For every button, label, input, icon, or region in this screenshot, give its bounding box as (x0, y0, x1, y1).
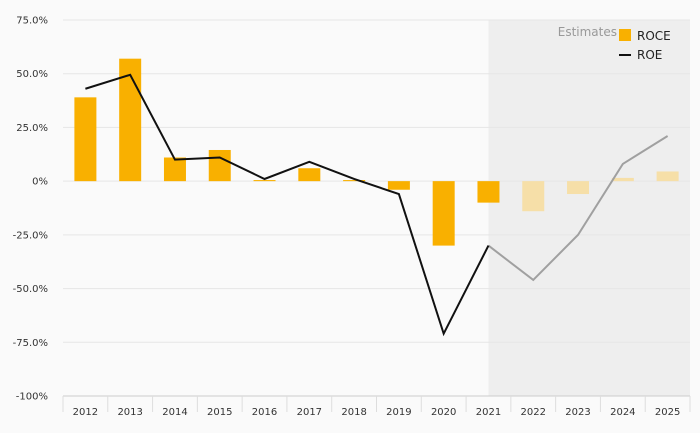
x-tick-label-2024: 2024 (610, 407, 635, 418)
roce-bar-2019 (387, 181, 410, 190)
x-tick-label-2012: 2012 (73, 407, 98, 418)
roe-line (85, 73, 669, 337)
y-tick-label: 25.0% (16, 123, 48, 134)
y-tick-label: 75.0% (16, 16, 48, 27)
x-tick-label-2016: 2016 (252, 407, 277, 418)
roce-bar-2024 (611, 177, 634, 182)
x-tick-label-2023: 2023 (565, 407, 590, 418)
x-axis: 2012 2013 2014 2015 2016 2017 2018 2019 2020 2021… (62, 395, 691, 418)
legend-roce-label: ROCE (637, 29, 671, 43)
x-tick-label-2014: 2014 (162, 407, 187, 418)
y-axis-tick-labels: 75.0% 50.0% 25.0% 0% -25.0% -50.0% -75.0% -100% (13, 16, 48, 403)
roce-bar-2014 (163, 157, 186, 182)
y-tick-label: 50.0% (16, 69, 48, 80)
legend-roe-label: ROE (637, 48, 662, 62)
x-tick-label-2013: 2013 (117, 407, 142, 418)
x-tick-label-2022: 2022 (521, 407, 546, 418)
legend-roce-swatch (619, 29, 631, 41)
legend: ROCE ROE (619, 29, 671, 62)
roce-bar-2022 (522, 181, 545, 212)
y-tick-label: -75.0% (13, 338, 48, 349)
estimates-region (488, 20, 690, 396)
roce-bar-2021 (477, 181, 500, 203)
roce-bar-2012 (74, 97, 97, 182)
roce-bar-2016 (253, 180, 276, 182)
y-tick-label: -50.0% (13, 284, 48, 295)
roe-line-estimate (487, 135, 669, 282)
roce-bar-2015 (208, 149, 231, 182)
roce-bar-2013 (119, 58, 142, 182)
y-tick-label: 0% (32, 177, 48, 188)
x-tick-label-2019: 2019 (386, 407, 411, 418)
x-tick-label-2017: 2017 (297, 407, 322, 418)
x-tick-label-2015: 2015 (207, 407, 232, 418)
roce-bar-2018 (343, 180, 366, 182)
x-tick-label-2018: 2018 (341, 407, 366, 418)
roe-line-actual (85, 73, 490, 337)
x-tick-label-2021: 2021 (476, 407, 501, 418)
roce-bar-2023 (567, 181, 590, 195)
roce-bar-2020 (432, 181, 455, 246)
y-tick-label: -25.0% (13, 230, 48, 241)
estimates-label: Estimates (558, 25, 617, 39)
x-tick-label-2020: 2020 (431, 407, 456, 418)
x-tick-label-2025: 2025 (655, 407, 680, 418)
roce-bar-2025 (656, 171, 679, 182)
roce-bar-2017 (298, 168, 321, 182)
y-tick-label: -100% (16, 392, 48, 403)
